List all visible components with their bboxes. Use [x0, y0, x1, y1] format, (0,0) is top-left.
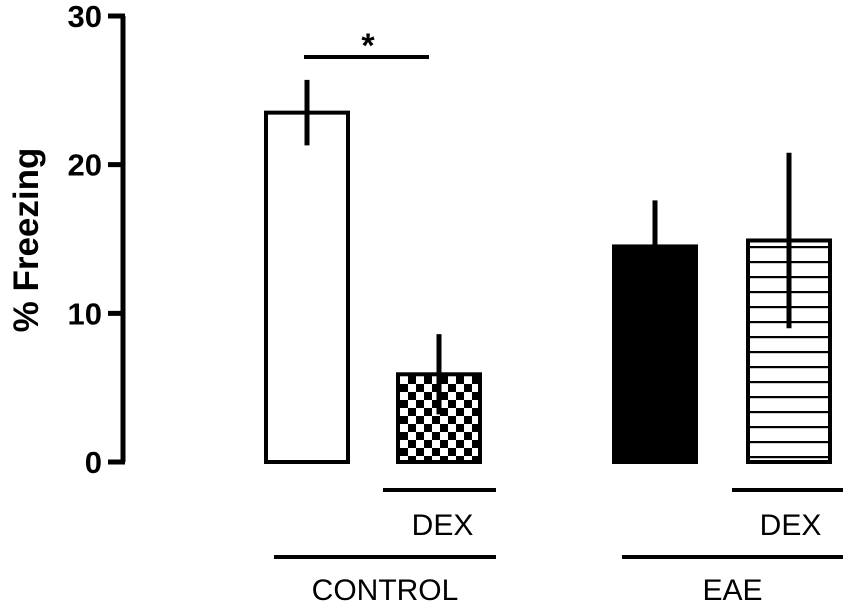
bar — [612, 244, 698, 464]
group-labels: DEX DEX CONTROL EAE — [274, 488, 843, 605]
y-axis-ticks: 0 10 20 30 — [68, 0, 125, 480]
y-tick-label: 30 — [68, 0, 102, 34]
y-tick-label: 20 — [68, 148, 102, 183]
significance-star: * — [361, 27, 375, 65]
group-label: CONTROL — [312, 574, 459, 605]
bar — [264, 110, 350, 464]
y-axis-label: % Freezing — [7, 148, 46, 333]
error-bars — [304, 79, 792, 415]
significance-annotations: * — [304, 27, 429, 65]
y-tick-label: 10 — [68, 296, 102, 331]
bars — [264, 110, 832, 464]
group-label: EAE — [702, 574, 762, 605]
y-tick-label: 0 — [85, 445, 102, 480]
treatment-label: DEX — [412, 509, 474, 542]
treatment-label: DEX — [760, 509, 822, 542]
